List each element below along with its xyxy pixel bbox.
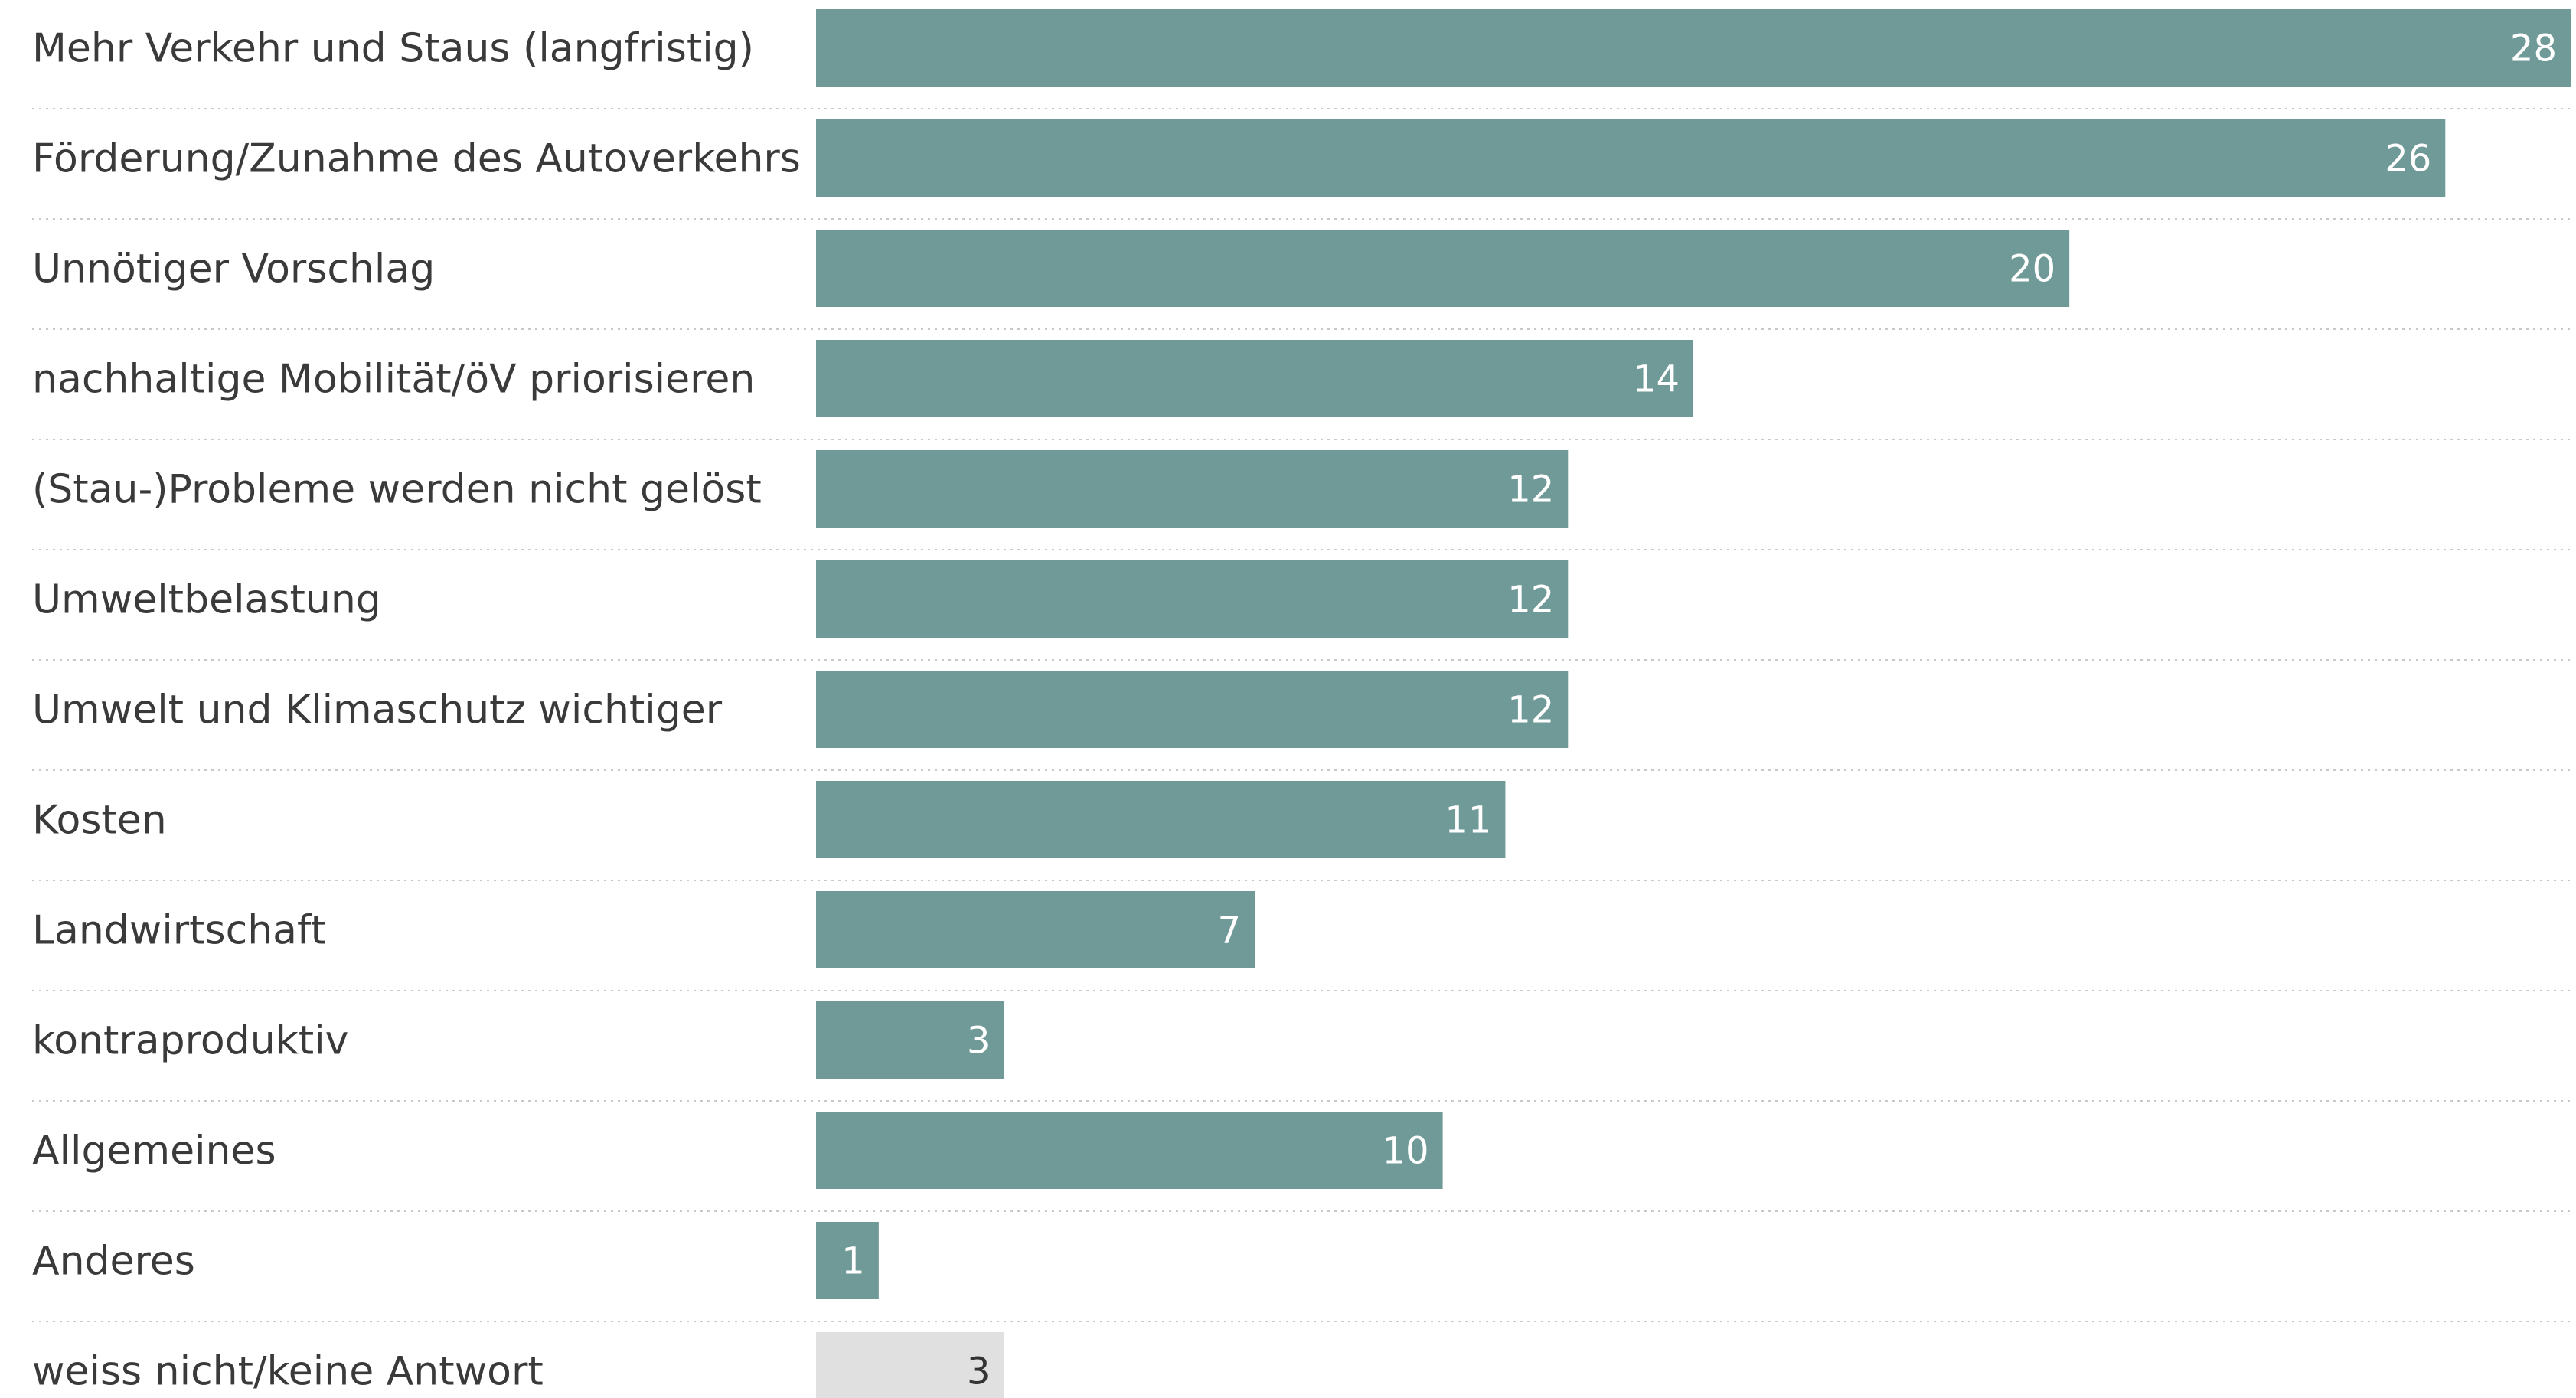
category-label: weiss nicht/keine Antwort (32, 1349, 544, 1395)
category-label: Umweltbelastung (32, 577, 381, 623)
bar (816, 1332, 1004, 1398)
data-label: 10 (1382, 1130, 1428, 1173)
chart-rows: Mehr Verkehr und Staus (langfristig) 28 Fö… (32, 9, 2574, 1398)
category-label: Allgemeines (32, 1129, 276, 1174)
bar (816, 671, 1569, 748)
bar (816, 340, 1693, 417)
category-label: Kosten (32, 798, 167, 844)
category-label: nachhaltige Mobilität/öV priorisieren (32, 357, 755, 403)
bar (816, 891, 1255, 968)
data-label: 20 (2009, 248, 2055, 291)
bar (816, 1222, 879, 1299)
bar (816, 9, 2571, 87)
category-label: Umwelt und Klimaschutz wichtiger (32, 688, 723, 733)
category-label: Landwirtschaft (32, 908, 326, 954)
data-label: 3 (967, 1020, 991, 1063)
data-label: 28 (2510, 28, 2557, 70)
bar (816, 230, 2070, 307)
data-label: 3 (967, 1351, 991, 1393)
bar (816, 560, 1569, 638)
bar (816, 119, 2446, 197)
category-label: (Stau-)Probleme werden nicht gelöst (32, 467, 762, 513)
bar (816, 1001, 1004, 1079)
bar (816, 1112, 1443, 1189)
data-label: 1 (841, 1240, 865, 1283)
category-label: Unnötiger Vorschlag (32, 247, 435, 292)
data-label: 26 (2385, 138, 2431, 181)
data-label: 12 (1507, 689, 1554, 732)
bar (816, 450, 1569, 528)
category-label: Anderes (32, 1239, 195, 1285)
data-label: 14 (1633, 358, 1680, 401)
data-label: 12 (1507, 469, 1554, 511)
data-label: 7 (1217, 910, 1241, 952)
category-label: Förderung/Zunahme des Autoverkehrs (32, 136, 801, 182)
data-label: 12 (1507, 579, 1554, 622)
bar (816, 781, 1506, 858)
data-label: 11 (1445, 799, 1491, 842)
category-label: kontraproduktiv (32, 1018, 348, 1064)
category-label: Mehr Verkehr und Staus (langfristig) (32, 26, 754, 72)
